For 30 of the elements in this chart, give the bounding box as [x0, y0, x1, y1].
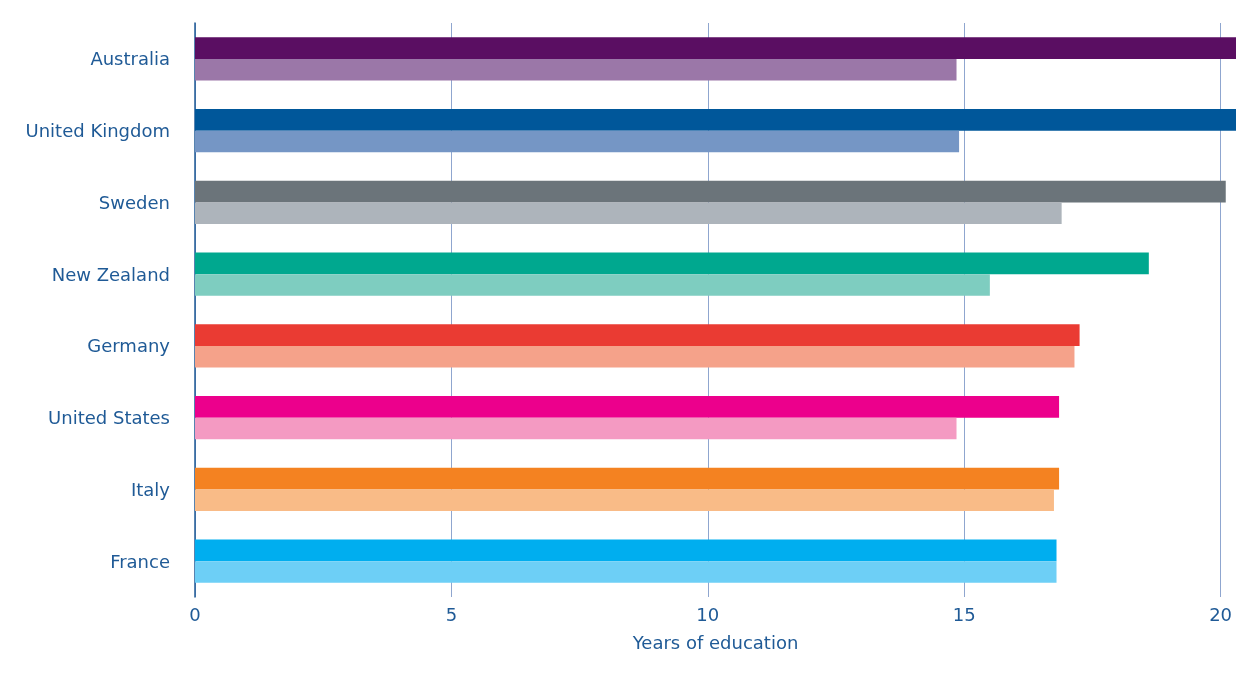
bar: [195, 180, 1226, 203]
y-tick-label: Italy: [130, 478, 171, 500]
x-tick-label: 10: [696, 603, 720, 625]
x-tick-label: 20: [1209, 603, 1233, 625]
bar: [195, 489, 1054, 511]
y-tick-label: New Zealand: [51, 263, 170, 285]
y-tick-label: United Kingdom: [25, 120, 170, 142]
bar: [195, 252, 1149, 275]
bar: [195, 345, 1075, 368]
y-tick-label: Germany: [87, 335, 171, 357]
y-tick-label: Sweden: [98, 191, 170, 213]
bar: [195, 109, 1236, 131]
bar: [195, 561, 1057, 583]
bar: [195, 274, 990, 296]
x-axis-title: Years of education: [631, 631, 799, 653]
bar: [195, 202, 1062, 224]
bar: [195, 467, 1060, 490]
y-tick-label: Australia: [90, 48, 170, 70]
x-tick-label: 5: [445, 603, 458, 625]
bar: [195, 539, 1057, 562]
x-tick-label: 0: [189, 603, 201, 625]
bar: [195, 396, 1060, 418]
y-tick-label: France: [110, 550, 170, 572]
bar: [195, 37, 1236, 59]
bar: [195, 324, 1080, 346]
bar: [195, 417, 957, 440]
bar: [195, 58, 957, 81]
x-tick-label: 15: [952, 603, 976, 625]
bar: [195, 130, 960, 153]
y-tick-label: United States: [48, 407, 170, 429]
